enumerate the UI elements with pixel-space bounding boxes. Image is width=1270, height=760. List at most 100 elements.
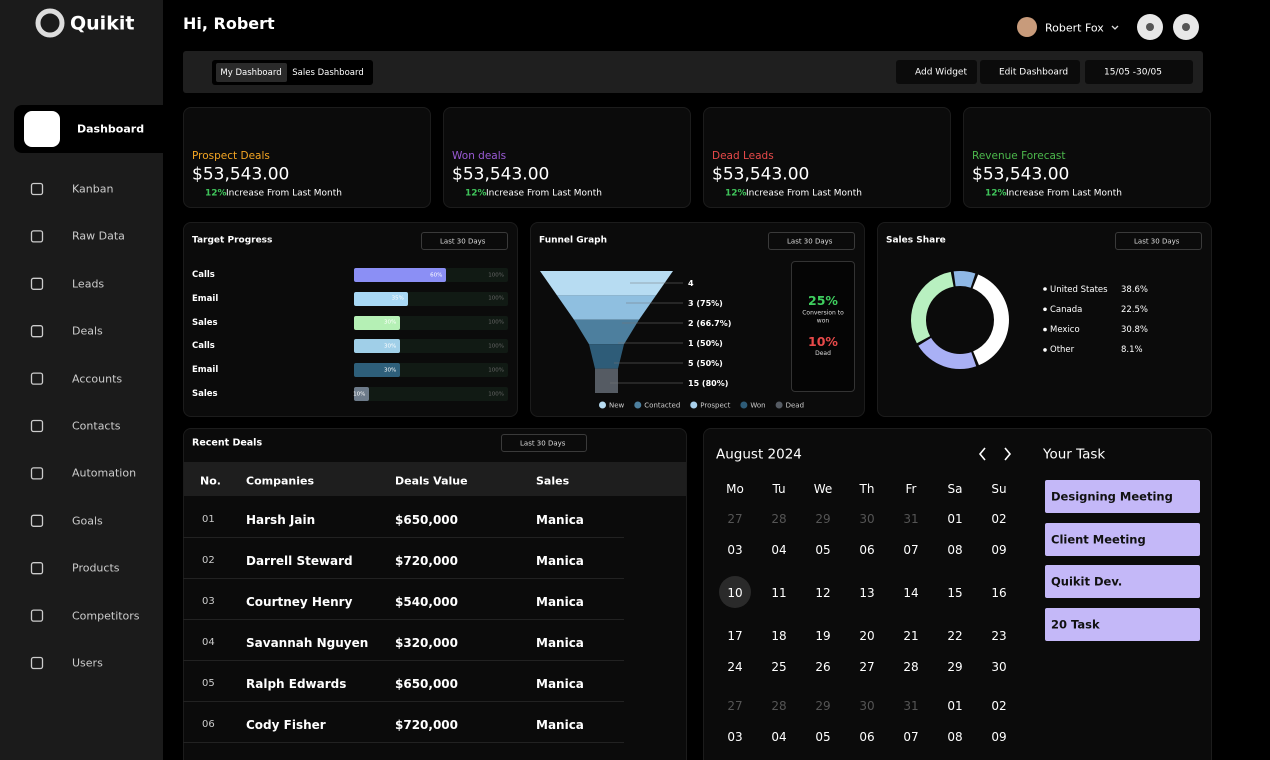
calendar-day[interactable]: 19 bbox=[815, 628, 831, 643]
calendar-day[interactable]: 28 bbox=[903, 659, 919, 674]
calendar-day[interactable]: 05 bbox=[815, 542, 831, 557]
nav-item[interactable]: Users bbox=[72, 656, 103, 670]
icon bbox=[30, 419, 44, 433]
calendar-day[interactable]: 27 bbox=[727, 698, 743, 713]
calendar-day[interactable]: 27 bbox=[859, 659, 875, 674]
calendar-day[interactable]: 15 bbox=[947, 585, 963, 600]
calendar-day[interactable]: 12 bbox=[815, 585, 831, 600]
icon bbox=[30, 656, 44, 670]
legend-value: 22.5% bbox=[1121, 304, 1149, 315]
calendar-day[interactable]: 29 bbox=[815, 511, 831, 526]
date-range-button[interactable] bbox=[1085, 60, 1193, 84]
row-divider bbox=[183, 537, 624, 538]
calendar-day[interactable]: 07 bbox=[903, 729, 919, 744]
calendar-day[interactable]: 02 bbox=[991, 698, 1007, 713]
calendar-day[interactable]: 09 bbox=[991, 729, 1007, 744]
calendar-day[interactable]: 18 bbox=[771, 628, 787, 643]
calendar-day[interactable]: 14 bbox=[903, 585, 919, 600]
calendar-day[interactable]: 27 bbox=[727, 511, 743, 526]
nav-item[interactable]: Deals bbox=[72, 324, 103, 338]
nav-item[interactable]: Goals bbox=[72, 514, 103, 528]
calendar-day[interactable]: 30 bbox=[859, 698, 875, 713]
calendar-day[interactable]: 24 bbox=[727, 659, 743, 674]
calendar-day[interactable]: 08 bbox=[947, 729, 963, 744]
calendar-day[interactable]: 05 bbox=[815, 729, 831, 744]
calendar-day[interactable]: 25 bbox=[771, 659, 787, 674]
calendar-day[interactable]: 21 bbox=[903, 628, 919, 643]
logo-mark bbox=[35, 8, 65, 38]
nav-item[interactable]: Contacts bbox=[72, 419, 121, 433]
tab-active[interactable] bbox=[216, 63, 287, 82]
add-widget-button[interactable] bbox=[896, 60, 977, 84]
calendar-day[interactable]: 07 bbox=[903, 542, 919, 557]
calendar-day[interactable]: 10 bbox=[727, 585, 743, 600]
calendar-day[interactable]: 30 bbox=[859, 511, 875, 526]
prev-month bbox=[978, 447, 986, 461]
nav-item[interactable]: Products bbox=[72, 561, 120, 575]
calendar-day[interactable]: 29 bbox=[947, 659, 963, 674]
calendar-day[interactable]: 01 bbox=[947, 511, 963, 526]
filter-label: Last 30 Days bbox=[787, 237, 833, 245]
calendar-day[interactable]: 04 bbox=[771, 729, 787, 744]
calendar-day[interactable]: 09 bbox=[991, 542, 1007, 557]
calendar-day[interactable]: 30 bbox=[991, 659, 1007, 674]
date-range-label[interactable]: 15/05 -30/05 bbox=[1104, 67, 1162, 77]
calendar-day[interactable]: 13 bbox=[859, 585, 875, 600]
nav-item[interactable]: Automation bbox=[72, 466, 137, 480]
tab[interactable]: Sales Dashboard bbox=[292, 67, 364, 78]
nav-item[interactable]: Dashboard bbox=[77, 122, 145, 136]
task-item[interactable] bbox=[1045, 522, 1200, 556]
icon bbox=[30, 182, 44, 196]
calendar-day[interactable]: 26 bbox=[815, 659, 831, 674]
task-label[interactable]: Client Meeting bbox=[1051, 531, 1146, 546]
calendar-day[interactable]: 02 bbox=[991, 511, 1007, 526]
calendar-day[interactable]: 16 bbox=[991, 585, 1007, 600]
user-name: Robert Fox bbox=[1045, 21, 1104, 35]
calendar-day[interactable]: 06 bbox=[859, 729, 875, 744]
row-number: 03 bbox=[202, 595, 215, 607]
progress-label: Sales bbox=[192, 317, 218, 328]
table-cell: Harsh Jain bbox=[246, 512, 316, 527]
calendar-day[interactable]: 04 bbox=[771, 542, 787, 557]
calendar-day[interactable]: 17 bbox=[727, 628, 743, 643]
task-label[interactable]: 20 Task bbox=[1051, 617, 1100, 632]
calendar-day[interactable]: 01 bbox=[947, 698, 963, 713]
legend-value: 8.1% bbox=[1121, 345, 1143, 356]
nav-item[interactable]: Kanban bbox=[72, 182, 114, 196]
nav-item[interactable]: Competitors bbox=[72, 609, 140, 623]
tab[interactable]: My Dashboard bbox=[220, 67, 282, 78]
conversion-value: 25% bbox=[808, 292, 838, 308]
calendar-day[interactable]: 28 bbox=[771, 698, 787, 713]
filter-dropdown[interactable] bbox=[1115, 232, 1202, 250]
nav-item[interactable]: Leads bbox=[72, 277, 105, 291]
calendar-day[interactable]: 23 bbox=[991, 628, 1007, 643]
calendar-day[interactable]: 31 bbox=[903, 511, 919, 526]
calendar-day[interactable]: 20 bbox=[859, 628, 875, 643]
calendar-day[interactable]: 08 bbox=[947, 542, 963, 557]
filter-dropdown[interactable] bbox=[421, 232, 508, 250]
add-widget-label[interactable]: Add Widget bbox=[915, 67, 967, 77]
calendar-day[interactable]: 06 bbox=[859, 542, 875, 557]
nav-item[interactable]: Raw Data bbox=[72, 229, 125, 243]
legend-bullet bbox=[1043, 287, 1047, 291]
calendar-day[interactable]: 11 bbox=[771, 585, 787, 600]
row-divider bbox=[183, 578, 624, 579]
calendar-day[interactable]: 03 bbox=[727, 542, 743, 557]
calendar-day[interactable]: 29 bbox=[815, 698, 831, 713]
edit-dashboard-button[interactable] bbox=[980, 60, 1080, 84]
calendar-day[interactable]: 28 bbox=[771, 511, 787, 526]
task-item[interactable] bbox=[1045, 565, 1200, 599]
filter-dropdown[interactable] bbox=[501, 434, 587, 452]
task-label[interactable]: Quikit Dev. bbox=[1051, 574, 1123, 589]
calendar-day[interactable]: 22 bbox=[947, 628, 963, 643]
edit-dashboard-label[interactable]: Edit Dashboard bbox=[999, 67, 1069, 77]
progress-bar bbox=[354, 363, 401, 378]
filter-dropdown[interactable] bbox=[768, 232, 855, 250]
calendar-day[interactable]: 03 bbox=[727, 729, 743, 744]
nav-item[interactable]: Accounts bbox=[72, 372, 123, 386]
task-item[interactable] bbox=[1045, 607, 1200, 641]
task-label[interactable]: Designing Meeting bbox=[1051, 489, 1173, 504]
task-item[interactable] bbox=[1045, 480, 1200, 513]
progress-max: 100% bbox=[488, 390, 504, 397]
calendar-day[interactable]: 31 bbox=[903, 698, 919, 713]
